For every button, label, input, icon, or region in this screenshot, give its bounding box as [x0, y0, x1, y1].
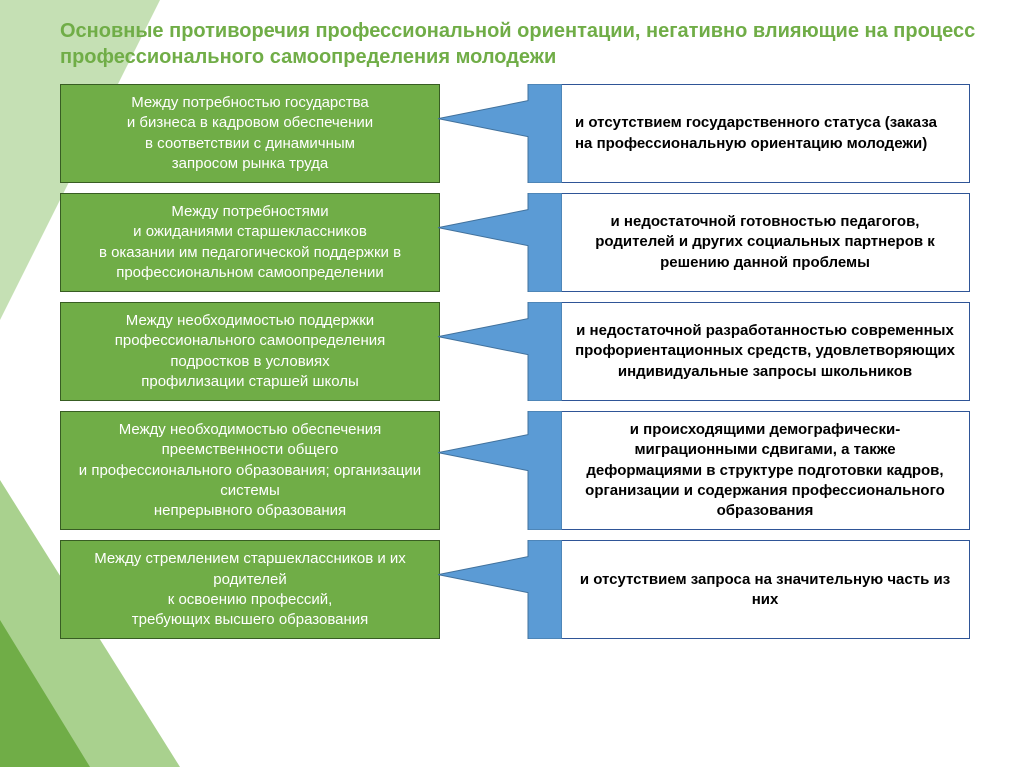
left-box-line: Между необходимостью обеспечения преемст… — [75, 420, 425, 461]
left-box-line: и профессионального образования; организ… — [75, 461, 425, 502]
left-box-line: требующих высшего образования — [75, 610, 425, 630]
left-box-line: Между необходимостью поддержки профессио… — [75, 311, 425, 372]
left-box: Между необходимостью обеспечения преемст… — [60, 411, 440, 530]
left-box-line: к освоению профессий, — [75, 590, 425, 610]
left-box-line: непрерывного образования — [75, 501, 425, 521]
right-box: и отсутствием государственного статуса (… — [560, 84, 970, 183]
left-box-line: профилизации старшей школы — [75, 372, 425, 392]
left-box: Между потребностямии ожиданиями старшекл… — [60, 193, 440, 292]
right-box: и отсутствием запроса на значительную ча… — [560, 540, 970, 639]
callout-connector — [440, 193, 560, 292]
contradiction-row: Между стремлением старшеклассников и их … — [60, 540, 984, 639]
callout-connector — [440, 411, 560, 530]
left-box-line: и ожиданиями старшеклассников — [75, 222, 425, 242]
left-box-line: Между стремлением старшеклассников и их … — [75, 549, 425, 590]
contradiction-row: Между необходимостью обеспечения преемст… — [60, 411, 984, 530]
right-box: и происходящими демографически-миграцион… — [560, 411, 970, 530]
left-box: Между необходимостью поддержки профессио… — [60, 302, 440, 401]
callout-connector — [440, 302, 560, 401]
contradiction-row: Между потребностью государстваи бизнеса … — [60, 84, 984, 183]
contradiction-row: Между потребностямии ожиданиями старшекл… — [60, 193, 984, 292]
left-box-line: в соответствии с динамичным — [75, 134, 425, 154]
left-box-line: в оказании им педагогической поддержки в… — [75, 243, 425, 284]
callout-connector — [440, 540, 560, 639]
left-box-line: и бизнеса в кадровом обеспечении — [75, 113, 425, 133]
contradiction-rows: Между потребностью государстваи бизнеса … — [60, 84, 984, 639]
right-box: и недостаточной готовностью педагогов, р… — [560, 193, 970, 292]
right-box: и недостаточной разработанностью совреме… — [560, 302, 970, 401]
callout-connector — [440, 84, 560, 183]
contradiction-row: Между необходимостью поддержки профессио… — [60, 302, 984, 401]
left-box: Между стремлением старшеклассников и их … — [60, 540, 440, 639]
left-box-line: Между потребностями — [75, 202, 425, 222]
left-box-line: запросом рынка труда — [75, 154, 425, 174]
left-box: Между потребностью государстваи бизнеса … — [60, 84, 440, 183]
left-box-line: Между потребностью государства — [75, 93, 425, 113]
slide-title: Основные противоречия профессиональной о… — [60, 18, 984, 70]
